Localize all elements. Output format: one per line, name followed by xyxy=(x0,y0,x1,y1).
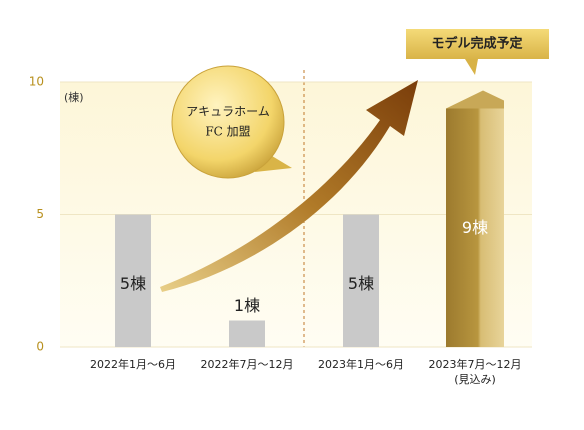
bar xyxy=(446,108,504,347)
bubble xyxy=(171,65,285,179)
x-tick-label: 2023年7月〜12月 xyxy=(429,357,522,371)
value-label: 5棟 xyxy=(120,274,146,293)
bubble-text: アキュラホーム xyxy=(186,105,270,119)
y-tick-label: 0 xyxy=(36,340,44,354)
value-label: 1棟 xyxy=(234,296,260,315)
bar-cap xyxy=(446,90,504,109)
value-label: 5棟 xyxy=(348,274,374,293)
callout-pointer xyxy=(465,59,478,75)
y-tick-label: 10 xyxy=(29,75,44,89)
unit-label: (棟) xyxy=(64,90,84,104)
x-tick-note: (見込み) xyxy=(454,373,496,386)
x-tick-label: 2023年1月〜6月 xyxy=(318,357,404,371)
callout-text: モデル完成予定 xyxy=(431,36,522,52)
y-tick-label: 5 xyxy=(36,207,44,221)
x-tick-label: 2022年1月〜6月 xyxy=(90,357,176,371)
bar xyxy=(343,214,379,347)
bar xyxy=(229,320,265,347)
growth-arrow xyxy=(160,80,418,292)
bubble-text: FC 加盟 xyxy=(205,125,250,139)
value-label: 9棟 xyxy=(462,218,488,237)
x-tick-label: 2022年7月〜12月 xyxy=(201,357,294,371)
bar xyxy=(115,214,151,347)
